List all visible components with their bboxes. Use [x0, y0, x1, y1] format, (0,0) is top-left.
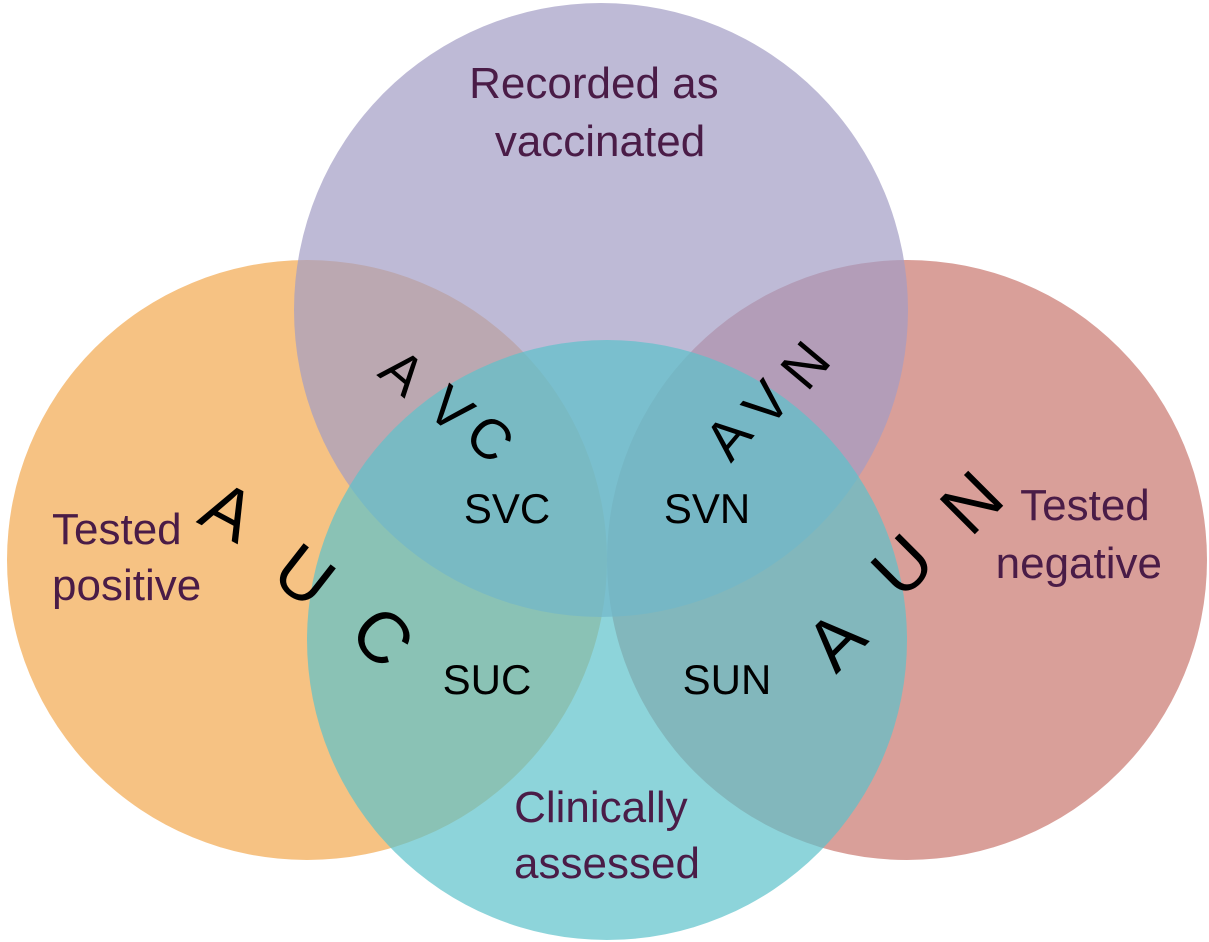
set-label-negative: Tested negative: [996, 481, 1162, 588]
set-label-clinical: Clinically assessed: [514, 783, 700, 888]
circle-clinically-assessed: [307, 340, 907, 940]
set-label-positive: Tested positive: [52, 505, 201, 610]
region-label-svn: SVN: [664, 485, 750, 532]
region-label-suc: SUC: [443, 656, 532, 703]
region-label-svc: SVC: [464, 485, 550, 532]
set-label-vaccinated: Recorded as vaccinated: [469, 59, 731, 166]
region-label-sun: SUN: [683, 656, 772, 703]
